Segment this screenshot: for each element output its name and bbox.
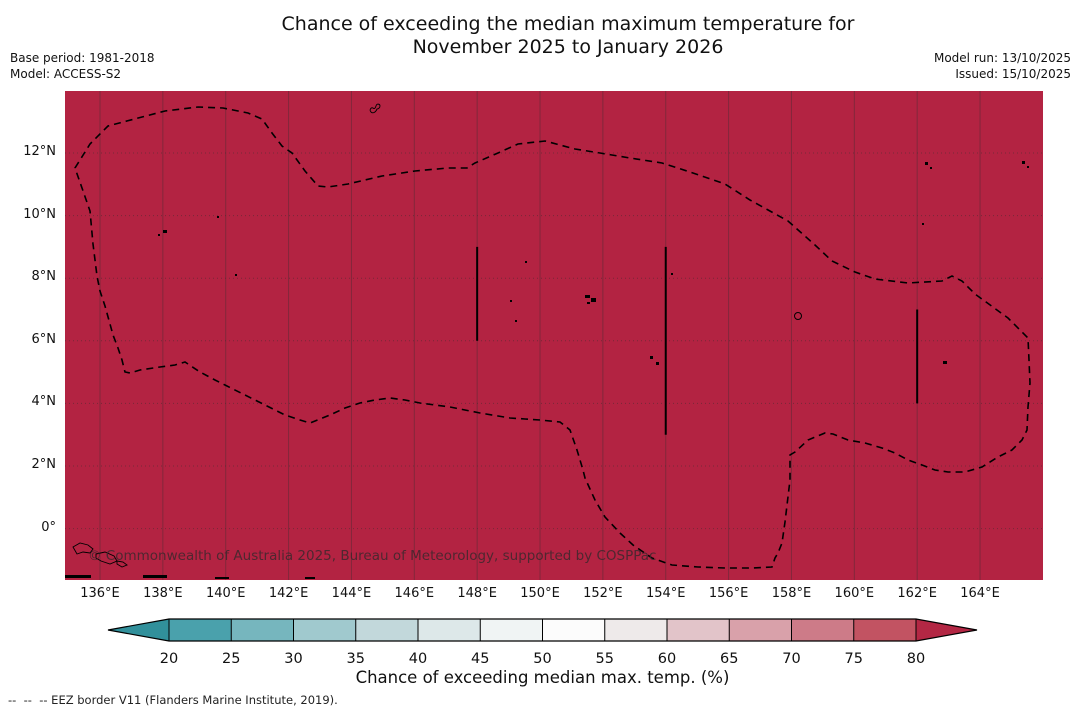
colorbar-tick-label: 70 <box>782 651 800 667</box>
issued-label: Issued: 15/10/2025 <box>955 67 1071 81</box>
island-dot <box>930 167 932 169</box>
colorbar-tick-label: 60 <box>658 651 676 667</box>
model-run-label: Model run: 13/10/2025 <box>933 51 1071 65</box>
island-dot <box>510 300 512 302</box>
y-tick-label: 12°N <box>23 144 56 159</box>
island-dot <box>922 223 924 225</box>
colorbar-segment <box>542 619 605 641</box>
colorbar-tick-label: 55 <box>596 651 614 667</box>
x-tick-label: 162°E <box>897 586 937 601</box>
x-tick-label: 152°E <box>583 586 623 601</box>
colorbar-label: Chance of exceeding median max. temp. (%… <box>355 668 730 687</box>
x-tick-label: 154°E <box>645 586 686 601</box>
base-period-label: Base period: 1981-2018 <box>10 51 155 65</box>
x-tick-label: 140°E <box>205 586 246 601</box>
colorbar-segment <box>729 619 792 641</box>
colorbar-tick-label: 35 <box>347 651 365 667</box>
island-dot <box>1027 166 1029 168</box>
meta-left: Base period: 1981-2018 Model: ACCESS-S2 <box>10 50 155 82</box>
x-tick-label: 138°E <box>143 586 183 601</box>
colorbar-segment <box>480 619 543 641</box>
watermark: © Commonwealth of Australia 2025, Bureau… <box>88 548 657 564</box>
colorbar-outline <box>107 618 978 642</box>
colorbar-segment <box>667 619 730 641</box>
x-tick-label: 142°E <box>268 586 309 601</box>
x-tick-label: 150°E <box>520 586 560 601</box>
x-tick-label: 144°E <box>331 586 372 601</box>
island-coastline <box>72 542 94 555</box>
x-tick-label: 146°E <box>394 586 435 601</box>
x-tick-label: 164°E <box>960 586 1000 601</box>
island-dot <box>217 216 219 218</box>
colorbar-segment <box>418 619 481 641</box>
x-tick-label: 160°E <box>834 586 875 601</box>
x-tick-label: 148°E <box>457 586 497 601</box>
colorbar-tick-label: 30 <box>284 651 302 667</box>
island-dot <box>515 320 517 322</box>
eez-footnote: -- -- -- EEZ border V11 (Flanders Marine… <box>8 693 338 707</box>
colorbar-arrow-right <box>916 619 977 641</box>
map-background <box>65 91 1043 580</box>
colorbar-segment <box>604 619 667 641</box>
x-tick-label: 156°E <box>708 586 749 601</box>
colorbar-tick-label: 75 <box>845 651 863 667</box>
island-coastline <box>95 551 118 565</box>
colorbar-tick-label: 50 <box>533 651 551 667</box>
island-dot <box>525 261 527 263</box>
model-label: Model: ACCESS-S2 <box>10 67 122 81</box>
meta-right: Model run: 13/10/2025 Issued: 15/10/2025 <box>934 50 1071 82</box>
x-tick-label: 136°E <box>80 586 120 601</box>
y-tick-label: 10°N <box>23 206 56 222</box>
island-coastline <box>369 103 381 114</box>
x-tick-label: 158°E <box>771 586 812 601</box>
island-dot <box>587 302 590 304</box>
colorbar-tick-label: 25 <box>222 651 240 667</box>
y-tick-label: 2°N <box>31 457 57 472</box>
island-dot <box>943 361 947 364</box>
colorbar: 20 25 30 35 40 45 50 55 60 65 70 75 80 <box>107 618 978 667</box>
map-svg <box>65 91 1043 580</box>
island-dot <box>591 298 596 302</box>
colorbar-tick-label: 40 <box>409 651 427 667</box>
chart-title: Chance of exceeding the median maximum t… <box>51 13 1085 59</box>
island-dot <box>650 356 653 359</box>
y-tick-label: 0° <box>41 519 56 535</box>
colorbar-segment <box>293 619 356 641</box>
y-tick-label: 4°N <box>31 394 57 410</box>
island-atoll <box>794 312 802 320</box>
colorbar-tick-label: 20 <box>160 651 178 667</box>
chart-title-line1: Chance of exceeding the median maximum t… <box>281 13 855 35</box>
y-tick-label: 6°N <box>31 331 57 347</box>
colorbar-tick-label: 45 <box>471 651 489 667</box>
map-plot: © Commonwealth of Australia 2025, Bureau… <box>65 91 1043 580</box>
island-dot <box>925 162 928 165</box>
island-dot <box>235 274 237 276</box>
island-dot <box>143 575 167 578</box>
colorbar-tick-label: 65 <box>720 651 738 667</box>
chart-title-line2: November 2025 to January 2026 <box>412 36 724 58</box>
island-dot <box>65 575 91 578</box>
colorbar-segment <box>853 619 916 641</box>
colorbar-segment <box>355 619 418 641</box>
colorbar-segment <box>231 619 294 641</box>
y-tick-label: 8°N <box>31 269 57 285</box>
island-dot <box>585 295 590 298</box>
colorbar-segment <box>169 619 232 641</box>
island-dot <box>671 273 673 275</box>
island-dot <box>656 362 659 365</box>
island-dot <box>163 230 167 233</box>
island-dot <box>305 577 315 579</box>
colorbar-arrow-left <box>108 619 169 641</box>
eez-border <box>74 106 1031 569</box>
island-coastline <box>116 560 128 568</box>
colorbar-segment <box>791 619 854 641</box>
island-dot <box>158 234 160 236</box>
colorbar-tick-label: 80 <box>907 651 925 667</box>
island-dot <box>1022 161 1025 164</box>
island-dot <box>215 577 229 579</box>
